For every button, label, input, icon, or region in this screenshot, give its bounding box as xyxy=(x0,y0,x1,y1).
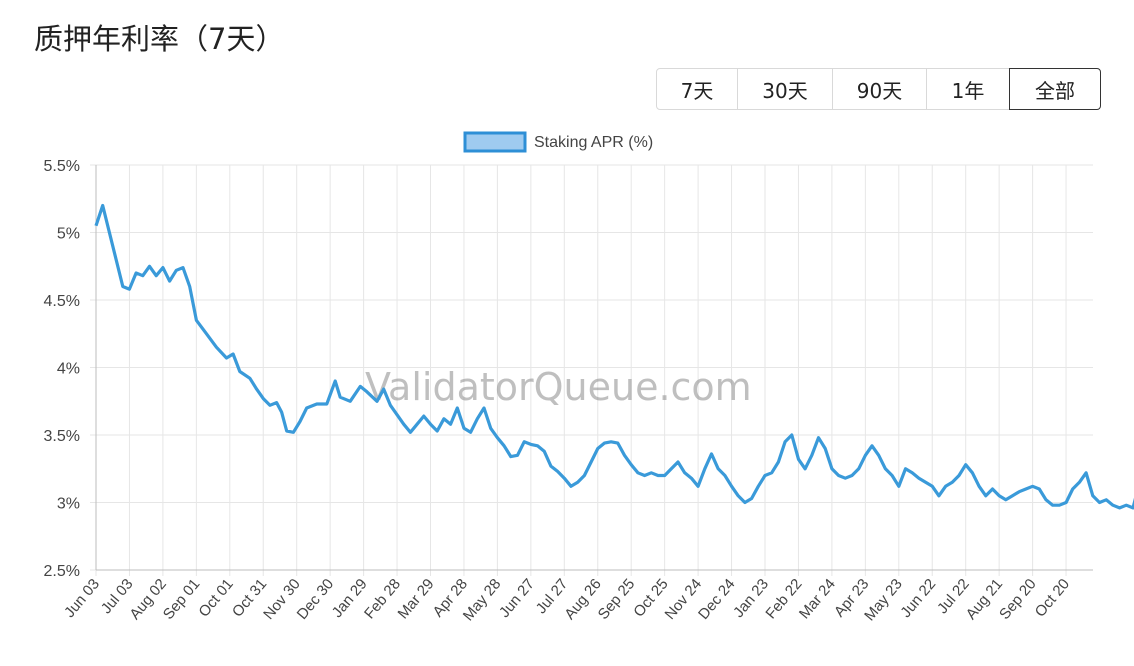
x-tick-label: Mar 29 xyxy=(395,576,438,623)
chart-legend[interactable]: Staking APR (%) xyxy=(463,131,653,153)
x-tick-label: Jun 03 xyxy=(61,576,103,621)
y-tick-label: 4.5% xyxy=(44,293,80,310)
x-tick-label: Oct 20 xyxy=(1032,576,1073,621)
legend-swatch xyxy=(463,131,527,153)
grid xyxy=(90,164,1093,576)
x-tick-label: Jun 27 xyxy=(496,576,538,621)
range-button-90d[interactable]: 90天 xyxy=(832,68,927,110)
x-tick-label: Sep 20 xyxy=(996,576,1040,623)
x-tick-label: Dec 24 xyxy=(695,576,739,623)
x-tick-label: Sep 25 xyxy=(595,576,639,623)
x-tick-label: Feb 28 xyxy=(361,576,404,623)
legend-label: Staking APR (%) xyxy=(534,134,653,151)
x-tick-label: Mar 24 xyxy=(796,576,839,623)
series-layer xyxy=(94,203,1134,510)
y-tick-label: 4% xyxy=(57,361,80,378)
x-tick-label: Sep 01 xyxy=(160,576,204,623)
range-button-all[interactable]: 全部 xyxy=(1009,68,1101,110)
range-button-1y[interactable]: 1年 xyxy=(926,68,1010,110)
y-tick-label: 3% xyxy=(57,496,80,513)
page-title: 质押年利率（7天） xyxy=(34,22,285,56)
watermark: ValidatorQueue.com xyxy=(365,365,752,409)
range-button-30d[interactable]: 30天 xyxy=(737,68,833,110)
y-tick-label: 2.5% xyxy=(44,563,80,580)
y-tick-label: 5% xyxy=(57,226,80,243)
time-range-selector: 7天 30天 90天 1年 全部 xyxy=(656,68,1101,110)
y-tick-label: 5.5% xyxy=(44,158,80,175)
series-line-staking-apr xyxy=(94,203,1134,510)
x-tick-label: Feb 22 xyxy=(762,576,805,623)
range-button-7d[interactable]: 7天 xyxy=(656,68,738,110)
y-axis-ticks: 2.5% 3% 3.5% 4% 4.5% 5% 5.5% xyxy=(44,158,80,580)
x-tick-label: Dec 30 xyxy=(294,576,338,623)
apr-line-chart: Staking APR (%) ValidatorQueue.com 2.5% 3… xyxy=(44,131,1134,625)
x-tick-label: Jun 22 xyxy=(897,576,939,621)
x-tick-label: Oct 01 xyxy=(195,576,236,621)
y-tick-label: 3.5% xyxy=(44,428,80,445)
